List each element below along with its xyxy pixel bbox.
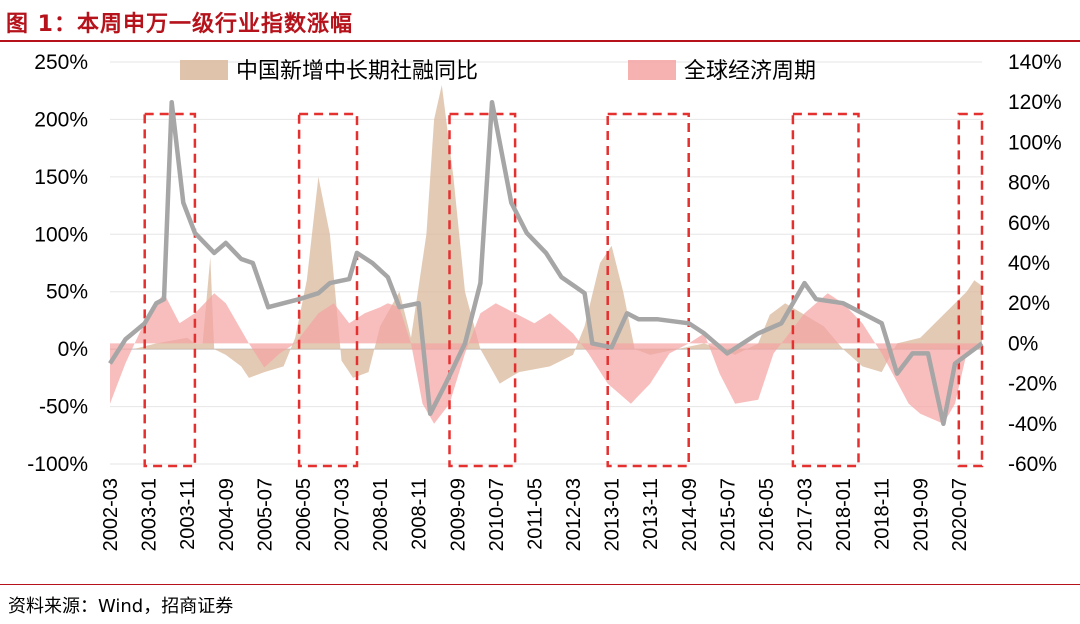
x-tick-label: 2006-05: [293, 478, 315, 551]
x-tick-label: 2018-11: [872, 478, 894, 550]
legend-swatch: [628, 60, 676, 80]
x-tick-label: 2008-01: [370, 478, 392, 551]
x-tick-label: 2008-11: [409, 478, 431, 550]
x-tick-label: 2002-03: [100, 478, 122, 551]
highlight-box-1: [297, 112, 359, 468]
highlight-box-3: [606, 112, 690, 468]
line-series: [108, 99, 984, 427]
highlight-box-4: [791, 112, 860, 468]
source-note: 资料来源：Wind，招商证券: [8, 596, 234, 617]
highlight-boxes: [143, 112, 984, 468]
legend-label: 全球经济周期: [684, 58, 816, 83]
x-tick-label: 2013-01: [602, 478, 624, 551]
axes: 250% 200% 150% 100% 50% 0% -50% -100% 140% 120% 10…: [27, 51, 1061, 551]
x-tick-label: 2012-03: [563, 478, 585, 551]
area-series-1: [110, 293, 982, 424]
left-tick-label: 200%: [34, 108, 88, 131]
area-series: [110, 85, 982, 424]
right-tick-label: 140%: [1008, 51, 1062, 74]
x-tick-label: 2009-09: [447, 478, 469, 551]
x-tick-label: 2004-09: [216, 478, 238, 551]
left-tick-label: -100%: [27, 453, 88, 476]
left-tick-label: 100%: [34, 223, 88, 246]
right-tick-label: 20%: [1008, 292, 1050, 315]
chart-svg: 250% 200% 150% 100% 50% 0% -50% -100% 140% 120% 10…: [27, 51, 1061, 551]
caption-rule: [0, 40, 1080, 42]
left-tick-label: 0%: [58, 338, 88, 361]
legend: 中国新增中长期社融同比 全球经济周期: [180, 58, 816, 83]
gridlines: [110, 61, 982, 465]
x-tick-label: 2011-05: [524, 478, 546, 550]
legend-swatch: [180, 60, 228, 80]
x-tick-label: 2013-11: [640, 478, 662, 550]
right-tick-label: -40%: [1008, 413, 1057, 436]
highlight-box-0: [143, 112, 197, 468]
right-tick-label: 120%: [1008, 91, 1062, 114]
right-tick-label: 60%: [1008, 212, 1050, 235]
highlight-box-2: [448, 112, 517, 468]
x-tick-label: 2018-01: [833, 478, 855, 551]
x-tick-label: 2019-09: [910, 478, 932, 551]
left-tick-label: -50%: [39, 396, 88, 419]
legend-label: 中国新增中长期社融同比: [236, 58, 478, 83]
x-tick-label: 2010-07: [486, 478, 508, 551]
left-tick-label: 250%: [34, 51, 88, 74]
right-tick-label: -60%: [1008, 453, 1057, 476]
right-tick-label: 0%: [1008, 332, 1038, 355]
x-tick-label: 2007-03: [332, 478, 354, 551]
x-tick-label: 2003-01: [139, 478, 161, 551]
x-tick-label: 2015-07: [717, 478, 739, 551]
left-tick-label: 50%: [46, 281, 88, 304]
figure-caption: 图 1：本周申万一级行业指数涨幅: [6, 12, 353, 37]
x-tick-label: 2017-03: [795, 478, 817, 551]
x-tick-label: 2005-07: [254, 478, 276, 551]
x-tick-label: 2014-09: [679, 478, 701, 551]
highlight-box-5: [957, 112, 984, 468]
right-tick-label: 80%: [1008, 172, 1050, 195]
right-tick-label: 100%: [1008, 131, 1062, 154]
x-tick-label: 2020-07: [949, 478, 971, 551]
right-tick-label: 40%: [1008, 252, 1050, 275]
chart-container: 250% 200% 150% 100% 50% 0% -50% -100% 140% 120% 10…: [0, 44, 1080, 584]
caption-bar: 图 1：本周申万一级行业指数涨幅: [0, 0, 1080, 44]
source-rule: [0, 584, 1080, 585]
x-tick-label: 2003-11: [177, 478, 199, 550]
right-tick-label: -20%: [1008, 373, 1057, 396]
x-tick-label: 2016-05: [756, 478, 778, 551]
left-tick-label: 150%: [34, 166, 88, 189]
line-series-2: [108, 99, 984, 427]
